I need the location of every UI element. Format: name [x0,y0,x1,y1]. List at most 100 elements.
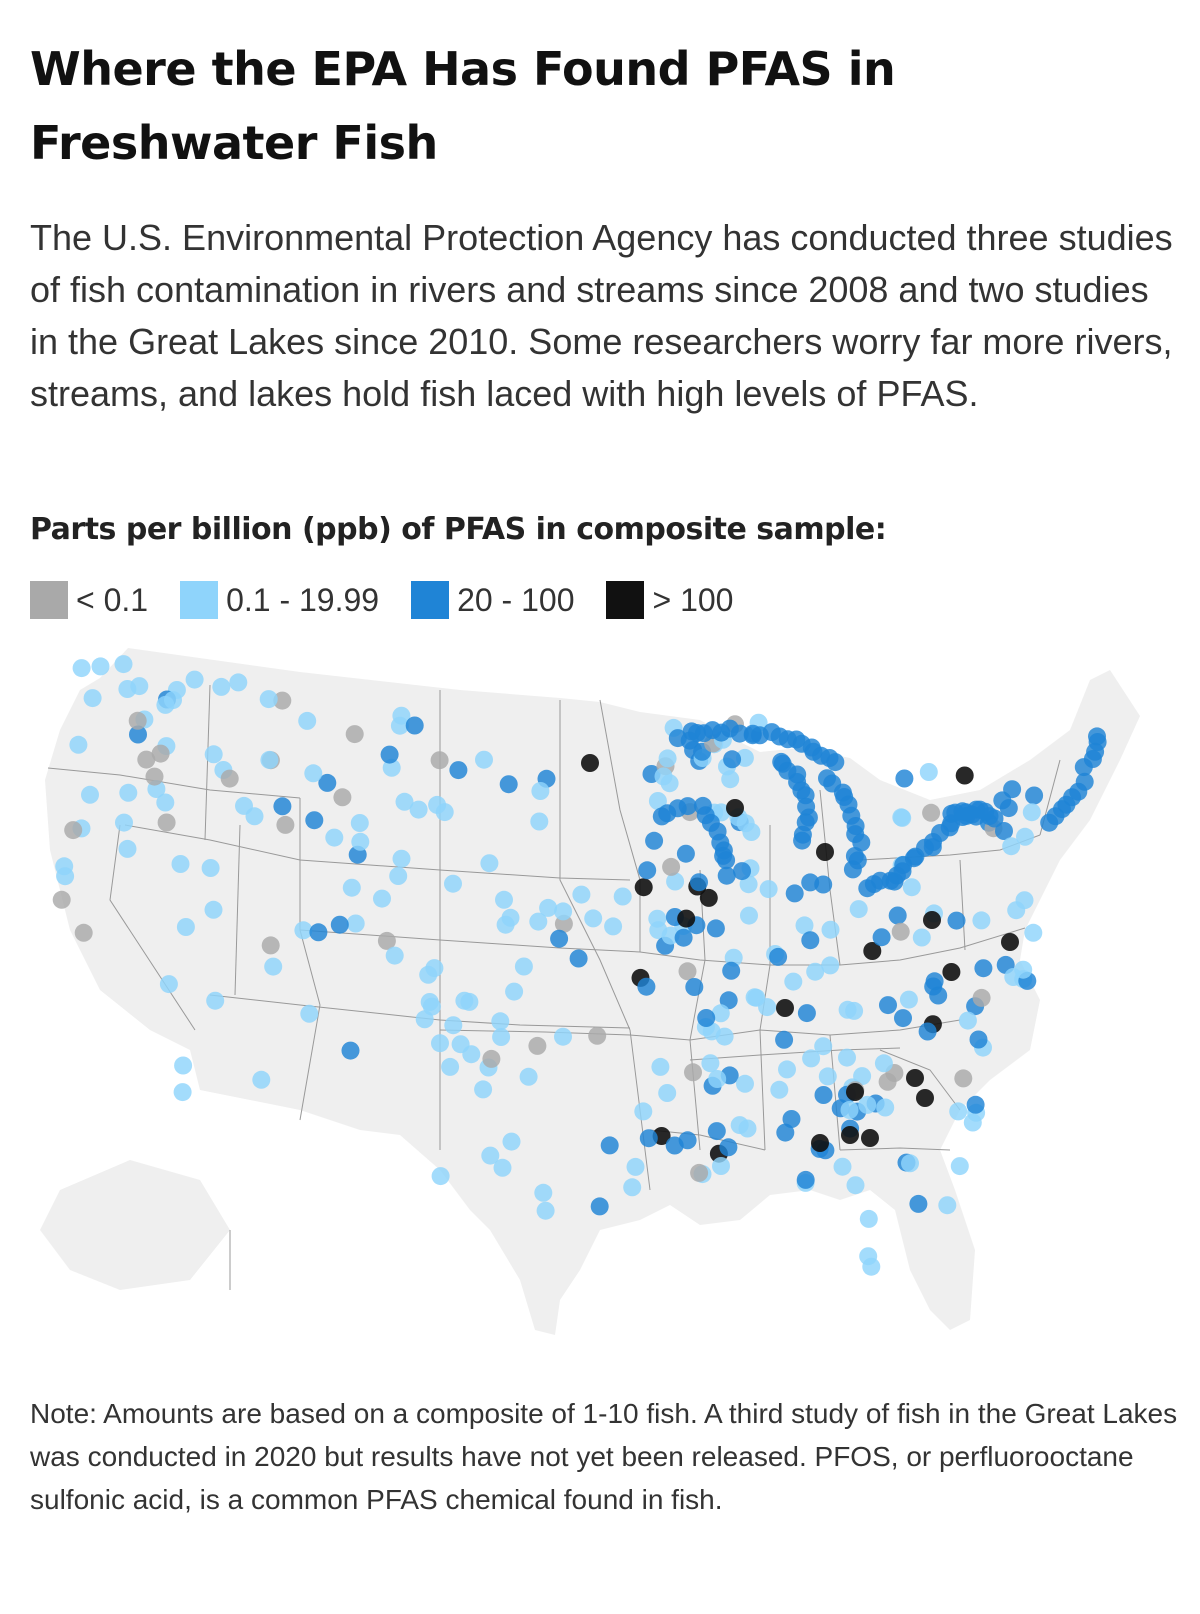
sample-marker [220,769,239,788]
sample-marker [325,828,344,847]
sample-marker [428,795,447,814]
sample-marker [784,972,803,991]
sample-marker [974,959,993,978]
sample-marker [536,1201,555,1220]
sample-marker [862,1257,881,1276]
sample-marker [52,890,71,909]
sample-marker [298,711,317,730]
legend-title: Parts per billion (ppb) of PFAS in compo… [30,512,887,547]
sample-marker [502,1132,521,1151]
sample-marker [912,928,931,947]
sample-marker [499,775,518,794]
sample-marker [294,921,313,940]
sample-marker [802,1049,821,1068]
sample-marker [923,911,941,929]
state-border [204,684,211,841]
sample-marker [938,1196,957,1215]
sample-marker [852,833,871,852]
sample-marker [685,978,704,996]
sample-marker [405,716,424,735]
sample-marker [849,900,868,919]
sample-marker [300,1004,319,1023]
sample-marker [441,1057,460,1076]
sample-marker [891,922,910,941]
sample-marker [717,866,736,885]
sample-marker [492,1028,511,1046]
sample-marker [651,1057,670,1076]
sample-marker [304,764,323,783]
sample-marker [69,735,88,754]
sample-marker [409,800,428,819]
state-border [124,824,631,881]
sample-marker [185,670,204,689]
sample-marker [157,813,176,832]
sample-marker [380,745,399,764]
sample-marker [658,1084,677,1102]
sample-marker [118,839,137,858]
sample-marker [892,808,911,827]
sample-marker [569,949,588,968]
sample-marker [264,957,283,976]
state-border [829,1034,841,1151]
sample-marker [639,1129,658,1148]
sample-marker [955,766,974,785]
sample-marker [385,946,404,965]
sample-marker [430,751,449,770]
sample-marker [985,809,1004,828]
sample-marker [56,867,75,886]
sample-marker [966,1095,985,1114]
sample-marker [863,942,882,960]
state-border [299,929,641,953]
sample-marker [145,767,164,786]
sample-marker [341,1041,360,1060]
sample-marker [995,822,1013,840]
sample-marker [588,1026,607,1045]
sample-marker [684,1063,702,1082]
sample-marker [415,1010,434,1029]
sample-marker [530,812,549,831]
sample-marker [726,799,744,817]
alaska-land [40,1160,230,1290]
sample-marker [1088,727,1106,746]
sample-marker [838,1048,856,1067]
legend-label: 0.1 - 19.99 [226,581,380,618]
sample-marker [699,888,718,907]
sample-marker [604,917,623,936]
sample-marker [901,1154,919,1173]
sample-marker [637,977,656,996]
sample-marker [451,1035,470,1054]
sample-marker [782,1110,801,1128]
sample-marker [519,1067,538,1086]
sample-marker [590,1197,609,1216]
sample-marker [795,916,814,935]
sample-marker [677,909,696,928]
sample-marker [390,716,409,735]
state-border [599,699,641,952]
sample-marker [742,823,761,841]
sample-marker [204,900,223,919]
state-border [839,1147,951,1151]
sample-marker [758,998,777,1017]
sample-marker [969,1030,988,1049]
sample-marker [584,909,603,928]
sample-marker [719,1138,738,1157]
sample-marker [950,1157,969,1176]
sample-marker [129,725,147,744]
sample-marker [600,1136,619,1155]
sample-marker [736,1074,754,1093]
sample-marker [701,1054,720,1073]
sample-marker [654,767,673,786]
sample-marker [1014,960,1033,979]
sample-marker [972,911,991,930]
sample-marker [474,1080,493,1099]
sample-marker [778,1060,796,1079]
sample-marker [918,1022,937,1041]
sample-marker [1024,923,1043,942]
sample-marker [173,1083,192,1102]
legend-swatch-gray [30,581,68,619]
sample-marker [954,1069,973,1088]
sample-marker [947,911,966,930]
sample-marker [662,857,681,876]
sample-marker [909,1194,928,1213]
sample-marker [528,1036,547,1055]
